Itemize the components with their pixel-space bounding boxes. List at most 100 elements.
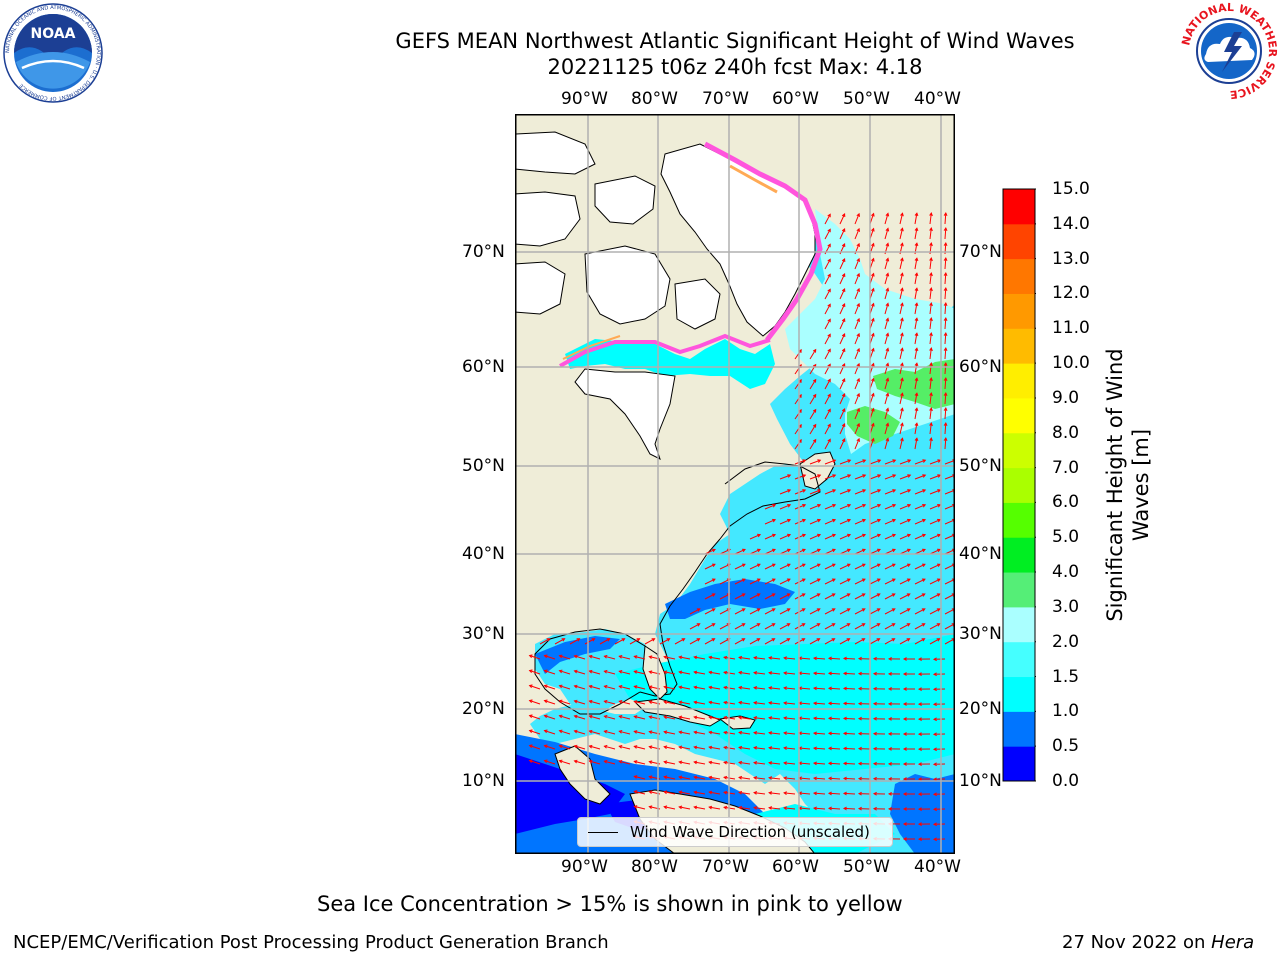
wave-direction-arrow bbox=[839, 638, 850, 645]
wave-direction-arrow bbox=[769, 762, 781, 765]
wave-direction-arrow bbox=[634, 655, 646, 660]
wave-direction-arrow bbox=[824, 214, 831, 225]
wave-direction-arrow bbox=[914, 519, 926, 525]
wave-direction-arrow bbox=[824, 474, 836, 480]
wave-direction-arrowhead bbox=[900, 302, 904, 307]
wave-direction-arrow bbox=[854, 333, 860, 345]
wave-direction-arrowhead bbox=[885, 377, 890, 382]
wave-direction-arrow bbox=[704, 548, 716, 555]
arctic-island-4 bbox=[584, 245, 671, 325]
wave-direction-arrow bbox=[694, 686, 706, 690]
wave-direction-arrowhead bbox=[817, 489, 822, 493]
wave-direction-arrow bbox=[839, 213, 846, 225]
wave-direction-arrow bbox=[813, 717, 826, 720]
colorbar-segment bbox=[1003, 189, 1035, 225]
wave-direction-arrowhead bbox=[892, 489, 897, 493]
wave-direction-arrow bbox=[809, 578, 821, 585]
wave-direction-arrowhead bbox=[891, 623, 896, 627]
wave-direction-arrowhead bbox=[783, 746, 788, 751]
wave-direction-arrowhead bbox=[914, 362, 919, 367]
wave-direction-arrowhead bbox=[892, 474, 897, 478]
wave-direction-arrowhead bbox=[812, 423, 817, 428]
wave-direction-arrowhead bbox=[528, 654, 533, 659]
wave-direction-arrowhead bbox=[885, 212, 890, 217]
wave-direction-arrowhead bbox=[943, 316, 948, 321]
wave-direction-arrowhead bbox=[812, 746, 817, 751]
wave-direction-arrow bbox=[664, 671, 676, 675]
wave-direction-arrow bbox=[739, 716, 751, 720]
wave-direction-arrow bbox=[824, 319, 831, 330]
wave-direction-arrowhead bbox=[917, 732, 922, 736]
wave-direction-arrowhead bbox=[876, 593, 881, 597]
wave-direction-arrowhead bbox=[900, 377, 904, 382]
wave-direction-arrowhead bbox=[663, 655, 668, 660]
wave-direction-arrowhead bbox=[678, 685, 683, 690]
greenland-ice-edge bbox=[703, 141, 823, 342]
wave-direction-arrow bbox=[824, 593, 836, 600]
wave-direction-arrow bbox=[769, 807, 781, 810]
colorbar-title: Significant Height of Wind Waves [m] bbox=[1102, 320, 1154, 650]
wave-direction-arrow bbox=[839, 489, 851, 495]
wave-direction-arrowhead bbox=[856, 287, 860, 292]
lon-label-top-70w: 70°W bbox=[702, 89, 749, 109]
wave-direction-arrow bbox=[689, 608, 701, 615]
wave-direction-arrow bbox=[798, 762, 811, 765]
wave-direction-arrowhead bbox=[902, 732, 907, 736]
wave-direction-arrow bbox=[589, 670, 601, 675]
wave-direction-arrowhead bbox=[588, 669, 593, 674]
wave-direction-arrowhead bbox=[907, 533, 912, 538]
wave-direction-arrow bbox=[739, 686, 751, 690]
lon-label-top-90w: 90°W bbox=[561, 89, 608, 109]
wave-direction-arrow bbox=[664, 686, 676, 690]
wave-direction-arrow bbox=[869, 578, 881, 585]
wave-direction-arrow bbox=[674, 638, 685, 645]
wave-direction-arrowhead bbox=[663, 700, 668, 705]
wave-direction-arrow bbox=[679, 671, 691, 675]
wave-direction-arrow bbox=[839, 228, 846, 240]
wave-direction-arrowhead bbox=[862, 504, 867, 508]
wave-direction-arrowhead bbox=[841, 228, 846, 233]
wave-direction-arrow bbox=[709, 656, 721, 660]
lon-label-bottom-70w: 70°W bbox=[702, 857, 749, 877]
wave-direction-arrow bbox=[779, 548, 791, 555]
wave-direction-arrowhead bbox=[753, 716, 758, 720]
wave-direction-arrowhead bbox=[857, 746, 862, 751]
wave-direction-arrowhead bbox=[877, 474, 882, 478]
wave-direction-arrowhead bbox=[783, 791, 788, 796]
wave-direction-arrow bbox=[719, 638, 730, 645]
wave-direction-arrowhead bbox=[921, 563, 926, 567]
wave-direction-arrow bbox=[719, 608, 731, 615]
wave-direction-arrow bbox=[899, 228, 903, 240]
wave-direction-arrow bbox=[929, 378, 932, 390]
wave-direction-arrow bbox=[824, 304, 831, 315]
wave-direction-arrowhead bbox=[738, 805, 743, 810]
wave-direction-arrowhead bbox=[827, 761, 832, 766]
wave-direction-arrowhead bbox=[753, 746, 758, 750]
wave-direction-arrowhead bbox=[817, 518, 822, 523]
wave-direction-arrowhead bbox=[857, 656, 862, 661]
wave-direction-arrowhead bbox=[871, 347, 875, 352]
wave-direction-arrowhead bbox=[651, 638, 656, 642]
wave-direction-arrowhead bbox=[892, 459, 897, 463]
wave-direction-arrow bbox=[828, 762, 841, 765]
wave-direction-arrowhead bbox=[885, 407, 890, 412]
wave-direction-arrowhead bbox=[738, 655, 743, 660]
wave-direction-arrowhead bbox=[936, 623, 941, 627]
footer-date: 27 Nov 2022 on Hera bbox=[1062, 932, 1254, 954]
wave-direction-arrowhead bbox=[932, 762, 937, 767]
wave-direction-arrowhead bbox=[783, 761, 788, 766]
wave-direction-arrowhead bbox=[887, 807, 892, 811]
wave-direction-arrow bbox=[869, 489, 881, 495]
wave-direction-arrow bbox=[839, 578, 851, 585]
wave-direction-arrowhead bbox=[621, 638, 626, 642]
wave-direction-arrow bbox=[809, 459, 821, 465]
wave-direction-arrowhead bbox=[827, 716, 832, 721]
wave-direction-arrowhead bbox=[943, 301, 948, 306]
wave-direction-arrow bbox=[828, 717, 841, 720]
wave-direction-arrow bbox=[843, 747, 856, 750]
wave-direction-arrow bbox=[764, 623, 775, 630]
lat-label-left-20n: 20°N bbox=[462, 699, 505, 719]
wave-direction-arrowhead bbox=[841, 393, 846, 398]
wave-direction-arrow bbox=[869, 563, 881, 570]
wave-direction-arrowhead bbox=[922, 533, 927, 538]
